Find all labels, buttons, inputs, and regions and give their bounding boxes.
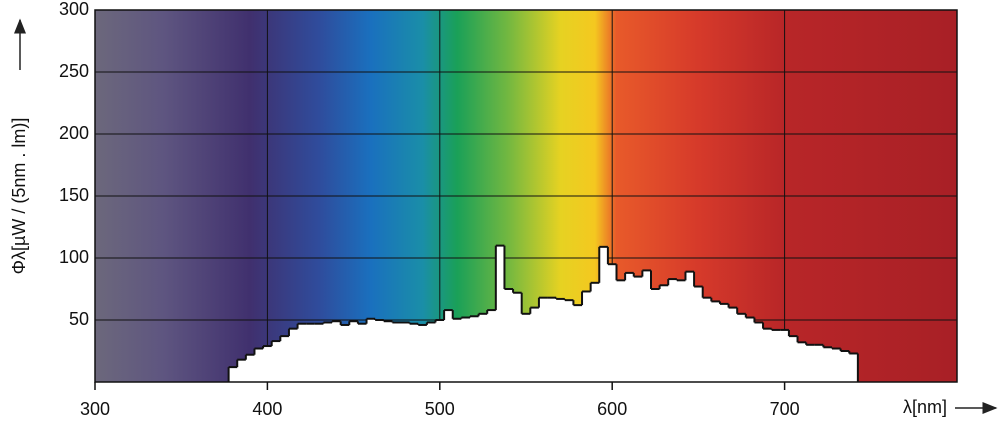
bar bbox=[444, 310, 454, 382]
bar bbox=[564, 300, 574, 382]
y-tick-label: 200 bbox=[59, 123, 89, 143]
x-tick-label: 400 bbox=[252, 399, 282, 419]
bar bbox=[452, 318, 462, 382]
x-tick-label: 300 bbox=[80, 399, 110, 419]
bar bbox=[340, 324, 350, 382]
bar bbox=[676, 280, 686, 382]
bar bbox=[582, 291, 592, 382]
bar bbox=[547, 297, 557, 382]
bar bbox=[668, 279, 678, 382]
y-tick-label: 100 bbox=[59, 247, 89, 267]
y-tick-label: 300 bbox=[59, 0, 89, 19]
bar bbox=[840, 351, 850, 382]
bar bbox=[694, 286, 704, 382]
bar bbox=[832, 348, 842, 382]
bar bbox=[504, 289, 514, 382]
bar bbox=[487, 310, 497, 382]
bar bbox=[513, 292, 523, 382]
bar bbox=[228, 367, 238, 382]
bar bbox=[797, 342, 807, 382]
bar bbox=[306, 323, 316, 382]
y-tick-label: 50 bbox=[69, 309, 89, 329]
bar bbox=[297, 323, 307, 382]
bar bbox=[271, 341, 281, 382]
bar bbox=[556, 298, 566, 382]
bar bbox=[814, 344, 824, 382]
bar bbox=[495, 245, 505, 382]
bar bbox=[780, 329, 790, 382]
bar bbox=[728, 307, 738, 382]
bar bbox=[383, 321, 393, 382]
bar bbox=[288, 328, 299, 382]
bar bbox=[521, 313, 531, 382]
bar bbox=[823, 347, 833, 382]
bar bbox=[573, 305, 583, 382]
bar bbox=[366, 318, 376, 382]
bar bbox=[538, 297, 549, 382]
bar bbox=[702, 297, 712, 382]
bar bbox=[754, 322, 764, 382]
bar bbox=[469, 316, 480, 382]
x-tick-label: 600 bbox=[597, 399, 627, 419]
y-tick-label: 150 bbox=[59, 185, 89, 205]
y-axis-label: Φλ[µW / (5nm . lm)] bbox=[9, 118, 29, 275]
bar bbox=[245, 354, 255, 382]
bar bbox=[280, 336, 290, 382]
bar bbox=[478, 313, 488, 382]
bar bbox=[461, 317, 471, 382]
bar bbox=[642, 270, 652, 382]
bar bbox=[237, 359, 247, 382]
bar bbox=[711, 301, 721, 382]
bar bbox=[633, 276, 643, 382]
bar bbox=[599, 246, 609, 382]
bar bbox=[392, 322, 402, 382]
bar bbox=[771, 329, 781, 382]
bar bbox=[806, 344, 816, 382]
bar bbox=[625, 272, 635, 382]
y-tick-label: 250 bbox=[59, 61, 89, 81]
bar bbox=[418, 324, 428, 382]
bar bbox=[607, 264, 618, 382]
plot-frame bbox=[94, 9, 958, 383]
bar bbox=[685, 271, 695, 382]
x-tick-label: 700 bbox=[770, 399, 800, 419]
bar bbox=[263, 346, 273, 382]
bar bbox=[375, 320, 385, 382]
x-tick-label: 500 bbox=[425, 399, 455, 419]
bar bbox=[314, 323, 324, 382]
bar bbox=[332, 321, 342, 382]
bar bbox=[659, 285, 669, 382]
bar bbox=[788, 336, 799, 382]
bar bbox=[737, 313, 747, 382]
bar bbox=[435, 320, 445, 382]
bar bbox=[349, 321, 359, 382]
x-axis-label: λ[nm] bbox=[903, 397, 947, 417]
bar bbox=[719, 303, 730, 382]
bar bbox=[409, 323, 419, 382]
bar bbox=[530, 307, 540, 382]
bar bbox=[401, 322, 411, 382]
bar bbox=[650, 289, 661, 382]
bar bbox=[745, 317, 755, 382]
bar bbox=[357, 323, 368, 382]
bar bbox=[323, 322, 333, 382]
bar bbox=[590, 282, 600, 382]
bar bbox=[254, 348, 264, 382]
bar bbox=[763, 328, 773, 382]
bar bbox=[426, 322, 436, 382]
bar bbox=[849, 353, 859, 382]
bar bbox=[616, 280, 626, 382]
